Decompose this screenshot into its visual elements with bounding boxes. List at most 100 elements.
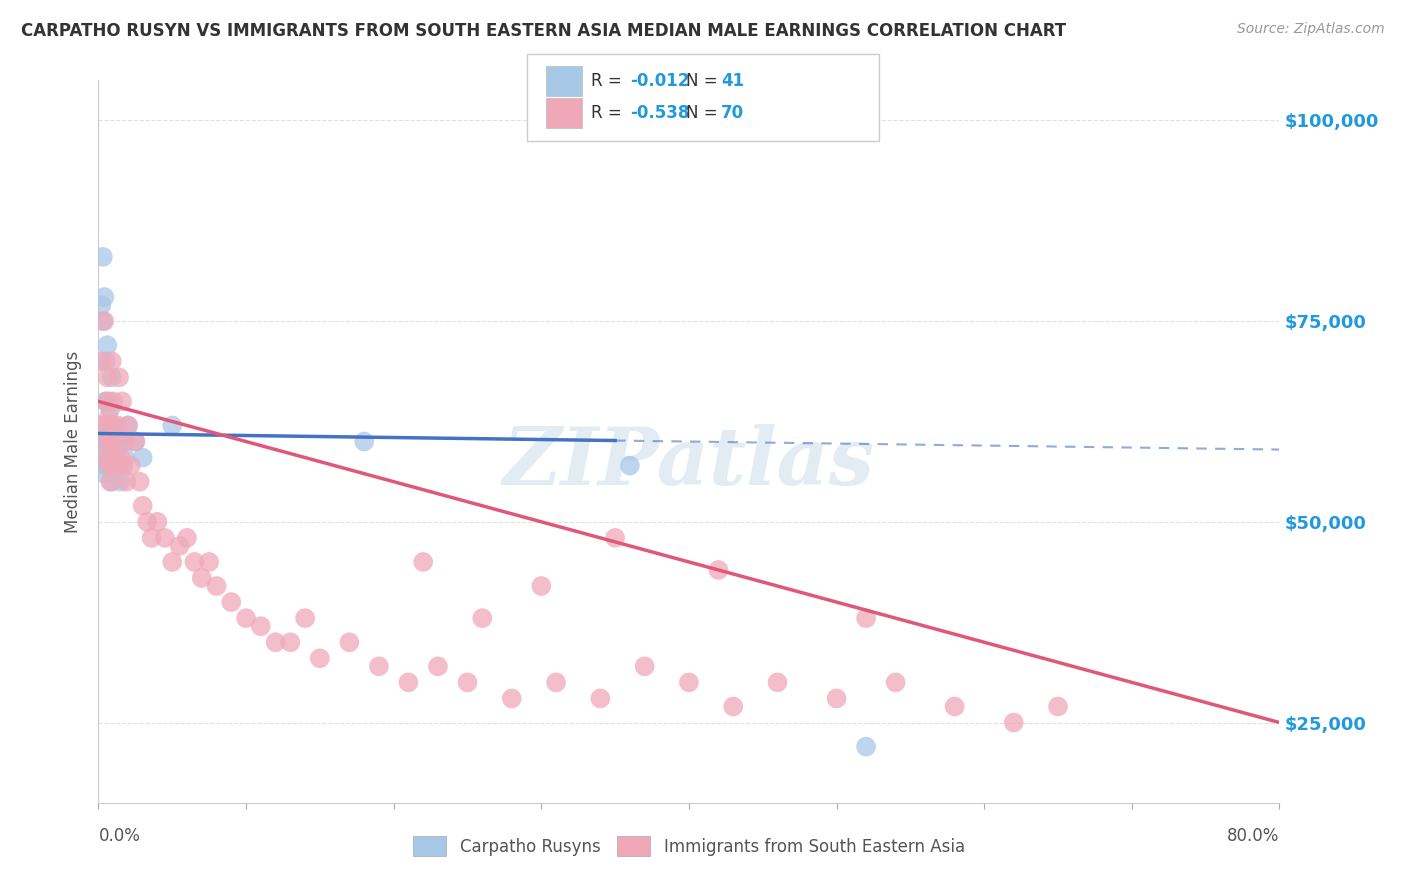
Point [412,555,434,569]
Point [97,410,120,425]
Text: CARPATHO RUSYN VS IMMIGRANTS FROM SOUTH EASTERN ASIA MEDIAN MALE EARNINGS CORREL: CARPATHO RUSYN VS IMMIGRANTS FROM SOUTH … [21,22,1066,40]
Point [100,418,122,433]
Point [96,418,118,433]
Y-axis label: Median Male Earnings: Median Male Earnings [65,351,83,533]
Point [427,659,450,673]
Point [183,555,205,569]
Point [98,434,121,449]
Point [280,635,302,649]
Text: -0.012: -0.012 [630,72,689,90]
Point [107,434,129,449]
Point [100,418,122,433]
Point [530,579,553,593]
Point [112,458,135,473]
Point [136,515,159,529]
Point [107,418,129,433]
Point [108,458,131,473]
Point [111,394,134,409]
Point [90,450,112,465]
Point [93,290,115,304]
Text: -0.538: -0.538 [630,104,689,122]
Point [114,434,136,449]
Point [141,531,163,545]
Point [825,691,848,706]
Point [471,611,494,625]
Point [117,418,139,433]
Point [110,475,132,489]
Point [91,314,114,328]
Point [146,515,169,529]
Point [96,434,118,449]
Point [98,402,121,417]
Point [1046,699,1070,714]
Point [91,434,114,449]
Point [124,434,146,449]
Point [91,418,114,433]
Point [855,611,877,625]
Point [108,370,131,384]
Point [98,475,121,489]
Point [678,675,700,690]
Text: 70: 70 [721,104,744,122]
Text: ZIPatlas: ZIPatlas [503,425,875,502]
Point [339,635,361,649]
Point [501,691,523,706]
Point [124,434,146,449]
Point [97,450,120,465]
Point [96,450,118,465]
Point [546,675,568,690]
Point [162,555,183,569]
Point [98,434,121,449]
Text: 41: 41 [721,72,744,90]
Point [105,450,128,465]
Point [96,338,118,352]
Point [634,659,657,673]
Point [120,458,142,473]
Point [132,450,155,465]
Point [205,579,228,593]
Point [368,659,391,673]
Point [103,434,125,449]
Point [94,434,117,449]
Point [398,675,420,690]
Point [103,450,125,465]
Text: R =: R = [591,72,627,90]
Point [93,418,115,433]
Point [855,739,877,754]
Text: 80.0%: 80.0% [1227,827,1279,845]
Point [105,458,128,473]
Point [110,450,132,465]
Text: N =: N = [686,104,723,122]
Text: Source: ZipAtlas.com: Source: ZipAtlas.com [1237,22,1385,37]
Point [153,531,176,545]
Point [221,595,243,609]
Point [264,635,287,649]
Point [91,250,114,264]
Point [97,458,120,473]
Point [100,370,122,384]
Point [353,434,375,449]
Point [97,394,120,409]
Point [89,434,111,449]
Text: R =: R = [591,104,627,122]
Point [94,394,117,409]
Point [294,611,316,625]
Point [198,555,221,569]
Point [104,434,127,449]
Point [884,675,907,690]
Point [93,314,115,328]
Point [723,699,745,714]
Text: N =: N = [686,72,723,90]
Point [94,450,117,465]
Point [90,298,112,312]
Point [103,394,125,409]
Point [176,531,198,545]
Point [114,450,136,465]
Point [103,458,125,473]
Point [309,651,332,665]
Point [605,531,627,545]
Point [457,675,479,690]
Point [943,699,966,714]
Point [90,354,112,368]
Point [117,418,139,433]
